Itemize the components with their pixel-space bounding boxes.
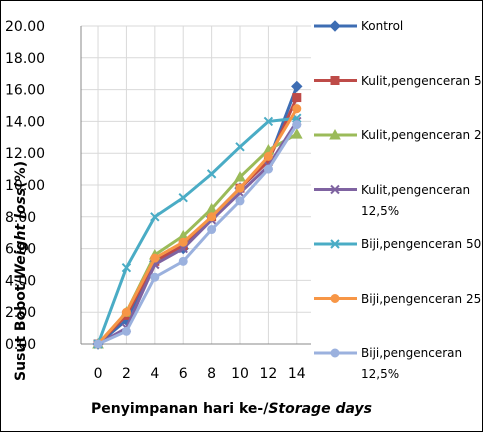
legend-label: Kulit,pengenceran 25%	[361, 128, 482, 142]
legend-marker	[330, 76, 340, 85]
data-point	[178, 256, 188, 266]
data-point	[178, 243, 188, 254]
legend-marker	[329, 128, 341, 140]
x-tick-label: 14	[288, 366, 306, 382]
x-label-part: Storage days	[268, 401, 372, 417]
legend-label: Kulit,pengenceran 12,5%	[361, 182, 471, 218]
y-tick-label: 20.00	[5, 19, 45, 35]
x-label-part: Penyimpanan hari ke-/	[91, 401, 269, 417]
x-tick-label: 12	[259, 366, 277, 382]
series-line	[97, 123, 299, 346]
x-tick-label: 8	[207, 366, 216, 382]
data-point	[206, 169, 217, 179]
data-point	[150, 253, 160, 263]
series-line	[97, 120, 299, 346]
y-tick-label: 14.00	[5, 114, 45, 130]
data-point	[93, 339, 103, 349]
legend-marker	[330, 348, 340, 358]
y-tick-label: 10.00	[5, 178, 45, 194]
x-axis-label: Penyimpanan hari ke-/Storage days	[91, 401, 372, 417]
data-point	[121, 307, 131, 317]
data-point	[150, 272, 160, 282]
legend-marker	[330, 239, 340, 249]
y-label-part: (%)	[13, 161, 29, 188]
data-point	[150, 212, 160, 222]
data-point	[121, 262, 132, 273]
y-tick-label: 8.00	[5, 210, 36, 226]
data-point	[263, 151, 273, 161]
x-tick-label: 2	[122, 366, 131, 382]
y-tick-label: 12.00	[5, 146, 45, 162]
data-point	[207, 212, 217, 222]
x-tick-label: 4	[150, 366, 159, 382]
y-tick-label: 18.00	[5, 51, 45, 67]
data-point	[235, 142, 245, 152]
legend-marker	[329, 20, 341, 32]
data-point	[178, 237, 188, 247]
data-point	[292, 104, 302, 114]
data-point	[263, 116, 274, 127]
y-tick-label: 2.00	[5, 305, 36, 321]
data-point	[121, 326, 131, 336]
data-point	[292, 93, 302, 103]
y-tick-label: 6.00	[5, 242, 36, 258]
data-point	[234, 171, 246, 182]
y-tick-label: 0.00	[5, 337, 36, 353]
data-point	[235, 196, 245, 206]
legend-marker	[330, 184, 340, 195]
x-tick-label: 10	[231, 366, 249, 382]
y-axis-label: Susut Bobot/Weight loss(%)	[13, 161, 29, 381]
x-tick-label: 6	[179, 366, 188, 382]
data-point	[178, 193, 188, 203]
x-tick-label: 0	[94, 366, 103, 382]
y-tick-label: 4.00	[5, 273, 36, 289]
y-tick-label: 16.00	[5, 83, 45, 99]
legend-marker	[330, 294, 340, 303]
data-point	[291, 80, 303, 93]
data-point	[207, 225, 217, 235]
legend-label: Kontrol	[361, 19, 404, 33]
legend-label: Kulit,pengenceran 50%	[361, 73, 482, 88]
y-label-part: Weight loss	[13, 188, 29, 279]
legend-label: Biji,pengenceran 25%	[361, 291, 483, 306]
series-line	[97, 85, 299, 346]
data-point	[263, 164, 273, 174]
series-line	[96, 116, 297, 345]
data-point	[235, 183, 245, 193]
series-line	[96, 107, 299, 345]
legend-label: Biji,pengenceran 12,5%	[361, 346, 463, 381]
data-point	[290, 128, 303, 139]
data-point	[292, 120, 302, 130]
y-label-part: Susut Bobot/	[13, 278, 29, 381]
legend-label: Biji,pengenceran 50%	[361, 237, 483, 251]
